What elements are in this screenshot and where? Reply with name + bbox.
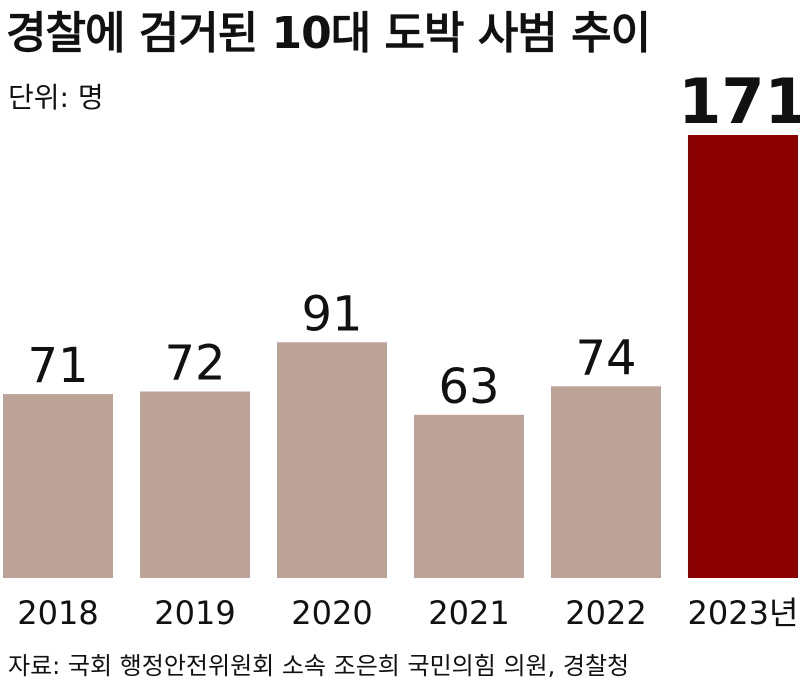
data-label-2022: 74 [575, 330, 636, 386]
data-label-2021: 63 [438, 359, 499, 415]
x-tick-label-2020: 2020 [291, 594, 372, 632]
bar-2020 [277, 342, 387, 578]
data-label-2019: 72 [164, 335, 225, 391]
x-tick-label-2018: 2018 [17, 594, 98, 632]
bar-2018 [3, 394, 113, 578]
source-note: 자료: 국회 행정안전위원회 소속 조은희 국민의힘 의원, 경찰청 [8, 652, 630, 680]
data-label-2018: 71 [27, 338, 88, 394]
bar-2021 [414, 414, 524, 578]
unit-label: 단위: 명 [8, 81, 104, 114]
x-tick-label-2019: 2019 [154, 594, 235, 632]
x-tick-label-2021: 2021 [428, 594, 509, 632]
chart-title: 경찰에 검거된 10대 도박 사범 추이 [6, 8, 651, 59]
bar-2019 [140, 391, 250, 578]
data-label-2020: 91 [301, 286, 362, 342]
bar-2022 [551, 386, 661, 578]
data-label-2023년: 171 [678, 65, 800, 138]
bar-2023년 [688, 135, 798, 578]
x-tick-label-2023년: 2023년 [688, 594, 799, 632]
x-tick-label-2022: 2022 [565, 594, 646, 632]
